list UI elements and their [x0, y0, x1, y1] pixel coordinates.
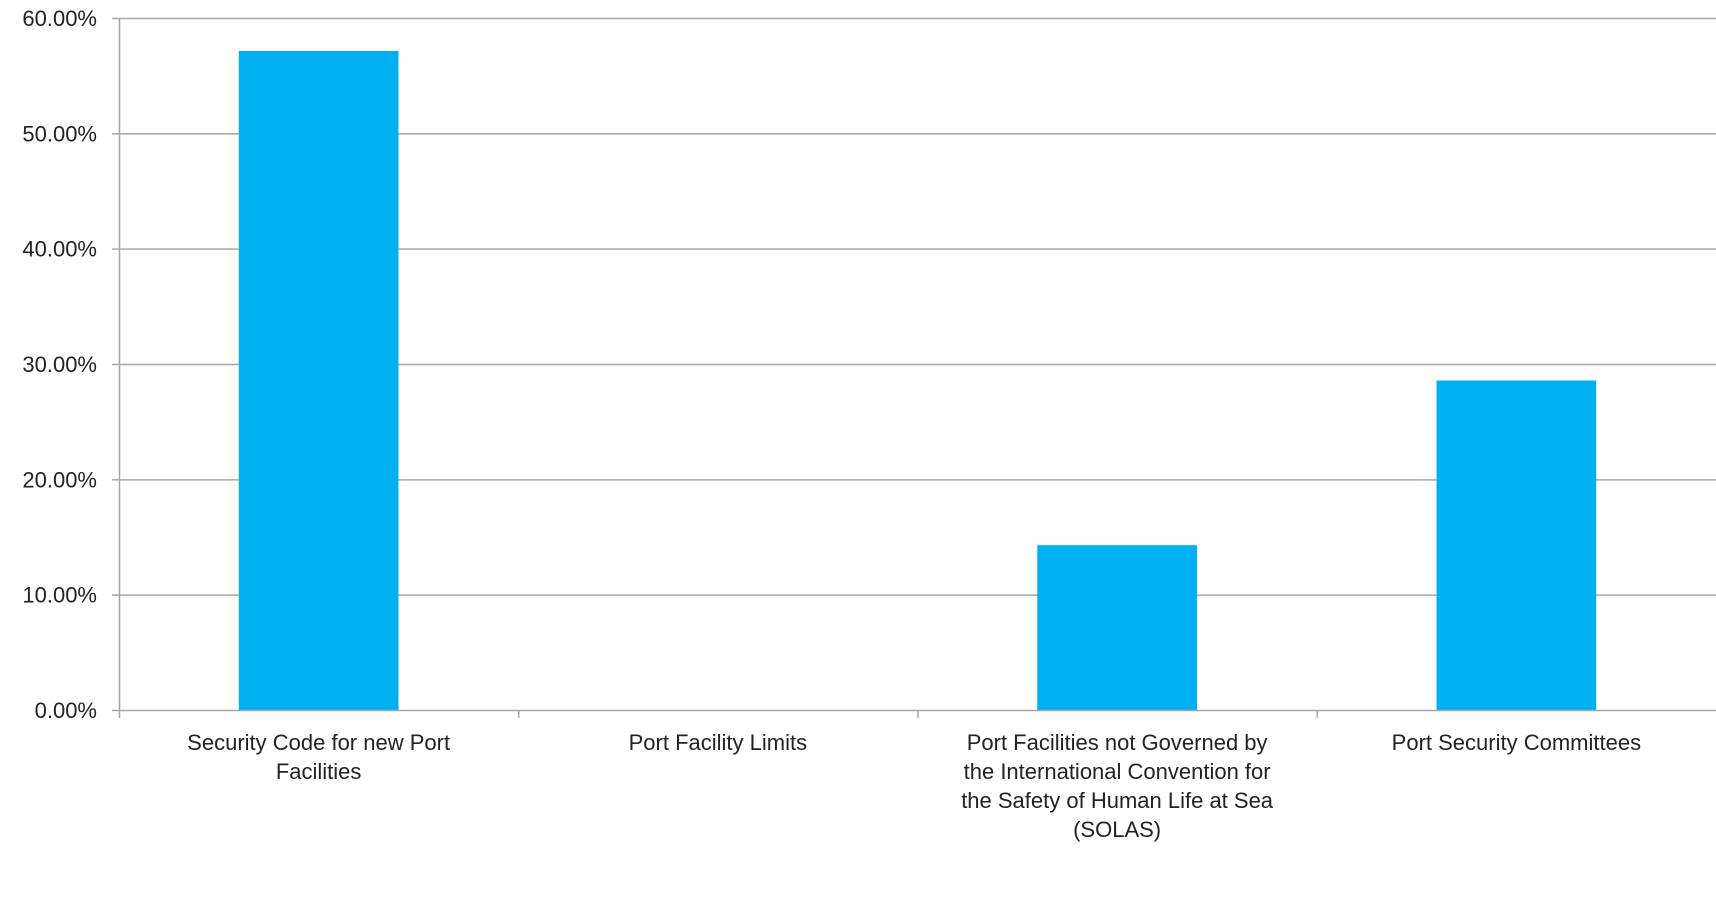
y-tick-label: 20.00%	[22, 467, 97, 492]
x-category-label: Port Facilities not Governed by the Inter…	[961, 730, 1274, 842]
bars	[238, 50, 1597, 710]
y-tick-label: 10.00%	[22, 583, 97, 608]
y-tick-label: 0.00%	[35, 698, 97, 723]
y-tick-labels: 0.00% 10.00% 20.00% 30.00% 40.00% 50.00% 60.00…	[22, 6, 97, 723]
y-tick-label: 30.00%	[22, 352, 97, 377]
y-tick-label: 60.00%	[22, 6, 97, 31]
x-category-label: Security Code for new Port Facilities	[187, 730, 450, 784]
x-category-label: Port Facility Limits	[629, 730, 807, 755]
bar	[238, 50, 399, 710]
bar	[1436, 380, 1597, 710]
x-category-labels: Security Code for new Port Facilities Port…	[187, 730, 1641, 842]
bar	[1037, 545, 1197, 710]
y-tick-label: 40.00%	[22, 237, 97, 262]
y-tick-label: 50.00%	[22, 121, 97, 146]
axes	[112, 17, 1716, 718]
x-category-label: Port Security Committees	[1392, 730, 1641, 755]
